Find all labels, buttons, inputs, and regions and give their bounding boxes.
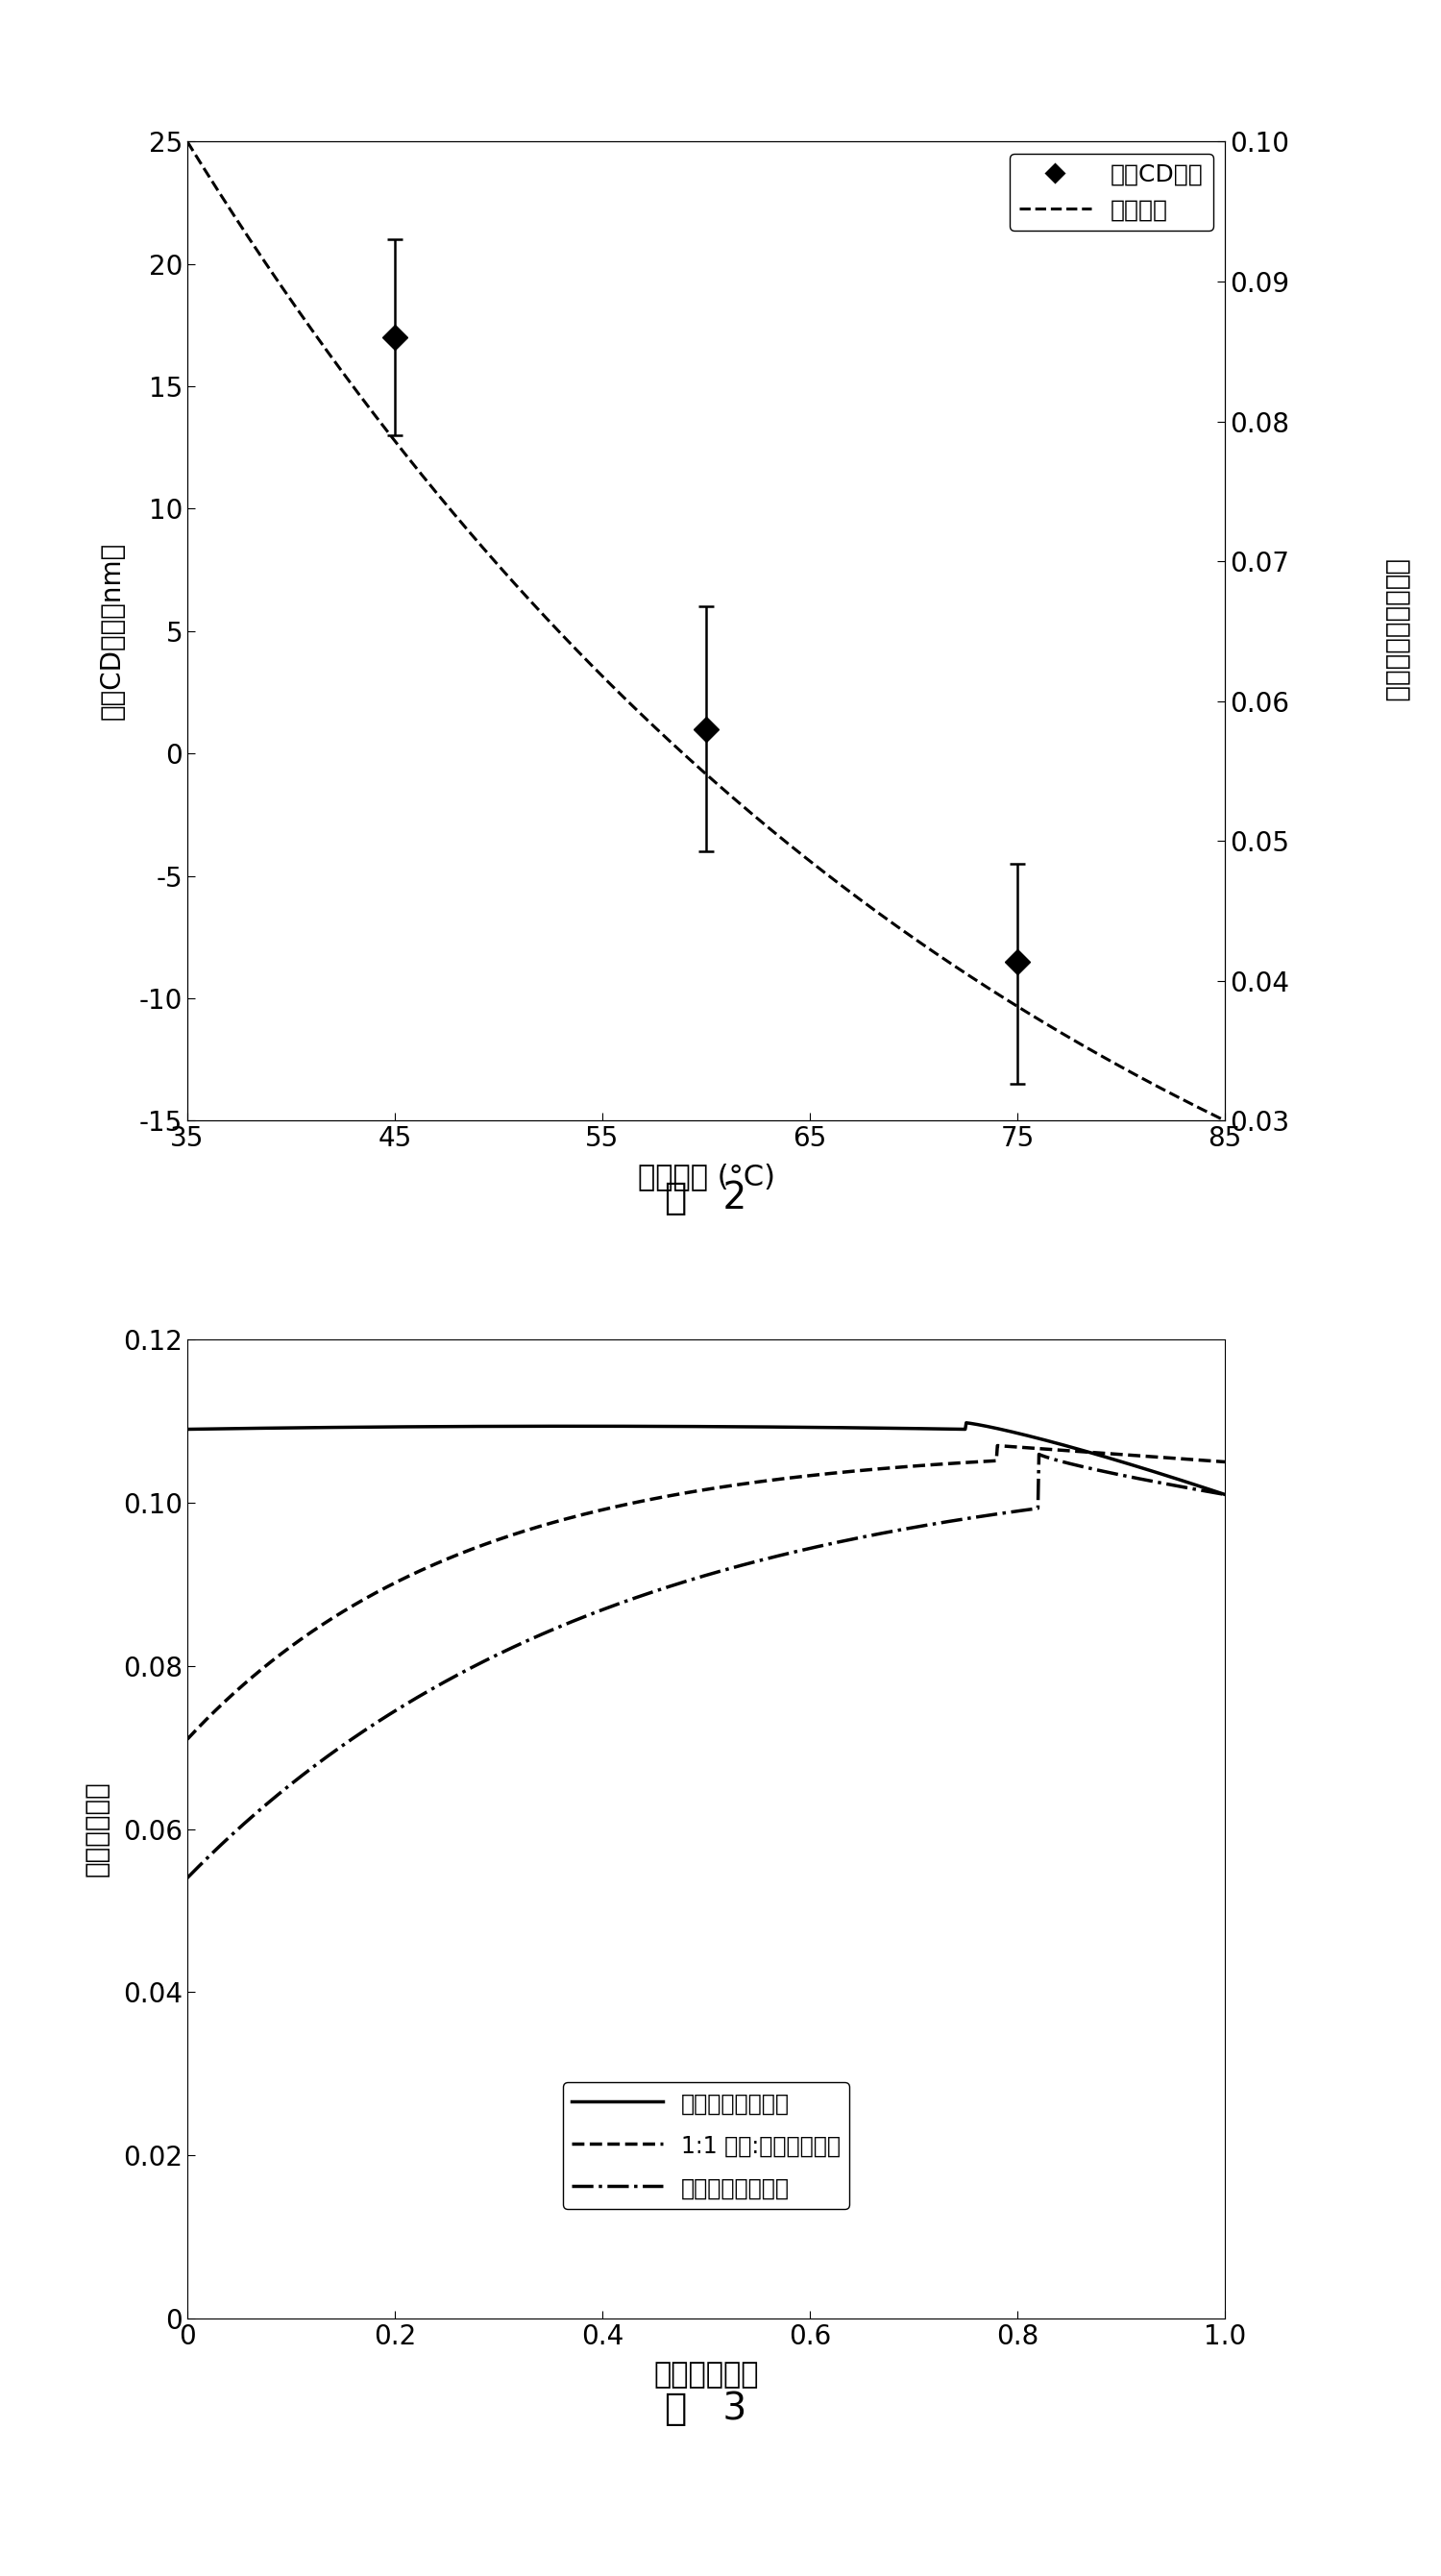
- Line: 只有中心气体馈给: 只有中心气体馈给: [187, 1455, 1225, 1878]
- 只有侧边气体馈给: [598, 1412, 615, 1443]
- 只有侧边气体馈给: [1216, 1479, 1233, 1510]
- Y-axis label: 经过计算的黏着系数: 经过计算的黏着系数: [1382, 559, 1409, 703]
- Y-axis label: 平均CD偏压（nm）: 平均CD偏压（nm）: [99, 541, 125, 721]
- 1:1 中心:侧边气体馈给: [635, 1486, 653, 1517]
- 只有侧边气体馈给: [1007, 1417, 1025, 1448]
- 只有中心气体馈给: [1006, 1497, 1023, 1528]
- 只有侧边气体馈给: [958, 1406, 976, 1437]
- 只有中心气体馈给: [179, 1862, 196, 1893]
- 1:1 中心:侧边气体馈给: [179, 1723, 196, 1754]
- 1:1 中心:侧边气体馈给: [285, 1631, 303, 1662]
- Line: 1:1 中心:侧边气体馈给: 1:1 中心:侧边气体馈给: [187, 1445, 1225, 1739]
- 只有侧边气体馈给: [891, 1412, 908, 1443]
- 只有中心气体馈给: [635, 1579, 653, 1610]
- Text: 图   3: 图 3: [666, 2391, 746, 2427]
- Text: 图   2: 图 2: [666, 1180, 746, 1216]
- 1:1 中心:侧边气体馈给: [891, 1453, 908, 1484]
- 1:1 中心:侧边气体馈给: [1007, 1432, 1025, 1463]
- 只有中心气体馈给: [987, 1499, 1004, 1530]
- 只有中心气体馈给: [1216, 1479, 1233, 1510]
- 只有中心气体馈给: [285, 1767, 303, 1798]
- 只有中心气体馈给: [891, 1515, 908, 1546]
- Legend: 只有侧边气体馈给, 1:1 中心:侧边气体馈给, 只有中心气体馈给: 只有侧边气体馈给, 1:1 中心:侧边气体馈给, 只有中心气体馈给: [563, 2081, 849, 2210]
- Line: 只有侧边气体馈给: 只有侧边气体馈给: [187, 1422, 1225, 1494]
- 只有中心气体馈给: [1030, 1440, 1048, 1471]
- X-axis label: 晶片温度 (°C): 晶片温度 (°C): [637, 1162, 775, 1190]
- 只有侧边气体馈给: [285, 1412, 303, 1443]
- 1:1 中心:侧边气体馈给: [987, 1445, 1004, 1476]
- 1:1 中心:侧边气体馈给: [598, 1494, 615, 1525]
- X-axis label: 标准化的距离: 标准化的距离: [653, 2360, 758, 2388]
- 只有中心气体馈给: [598, 1592, 615, 1623]
- 只有侧边气体馈给: [989, 1414, 1006, 1445]
- 1:1 中心:侧边气体馈给: [989, 1430, 1006, 1461]
- Y-axis label: 产物质量分数: 产物质量分数: [82, 1780, 110, 1878]
- 1:1 中心:侧边气体馈给: [1216, 1448, 1233, 1479]
- 只有侧边气体馈给: [635, 1412, 653, 1443]
- Legend: 平均CD偏压, 黏着系数: 平均CD偏压, 黏着系数: [1009, 155, 1213, 232]
- 只有侧边气体馈给: [179, 1414, 196, 1445]
